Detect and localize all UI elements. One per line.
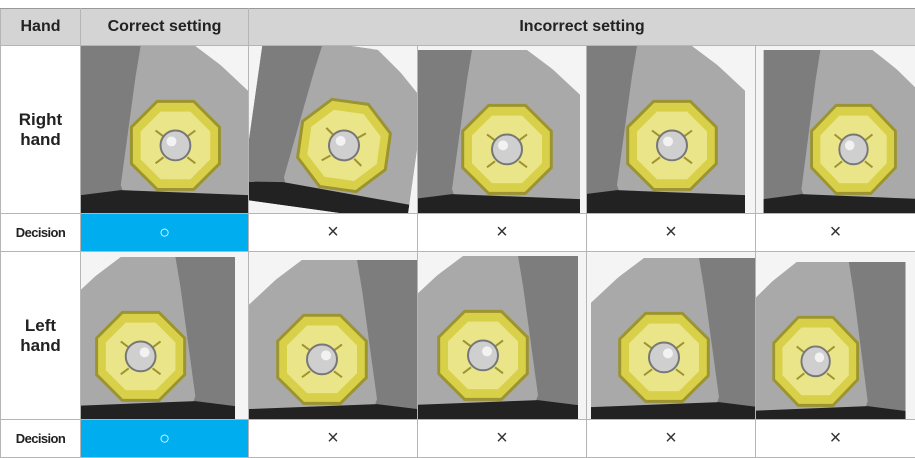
image-cell xyxy=(81,46,249,214)
image-cell xyxy=(587,252,756,420)
decision-label: Decision xyxy=(1,214,81,252)
image-cell xyxy=(756,46,915,214)
decision-row: Decision ○ × × × × xyxy=(1,214,915,252)
insert-image xyxy=(587,252,755,419)
insert-image xyxy=(587,46,755,213)
insert-image xyxy=(249,252,417,419)
insert-image xyxy=(756,252,915,419)
settings-table: Hand Correct setting Incorrect setting R… xyxy=(0,8,915,458)
image-cell xyxy=(81,252,249,420)
image-cell xyxy=(587,46,756,214)
decision-cell: × xyxy=(249,214,418,252)
insert-image xyxy=(756,46,915,213)
hand-label: Left hand xyxy=(1,252,81,420)
header-cell: Incorrect setting xyxy=(249,9,915,46)
header-cell: Hand xyxy=(1,9,81,46)
image-cell xyxy=(249,46,418,214)
image-cell xyxy=(756,252,915,420)
image-cell xyxy=(249,252,418,420)
header-cell: Correct setting xyxy=(81,9,249,46)
image-cell xyxy=(418,46,587,214)
decision-cell: × xyxy=(756,214,915,252)
insert-image xyxy=(418,46,586,213)
hand-label: Right hand xyxy=(1,46,81,214)
insert-image xyxy=(249,46,417,213)
image-row: Right hand xyxy=(1,46,915,214)
image-row: Left hand xyxy=(1,252,915,420)
decision-cell: × xyxy=(587,214,756,252)
decision-cell: ○ xyxy=(81,214,249,252)
insert-image xyxy=(81,252,248,419)
insert-image xyxy=(81,46,248,213)
insert-image xyxy=(418,252,586,419)
decision-cell: × xyxy=(418,214,587,252)
header-row: Hand Correct setting Incorrect setting xyxy=(1,9,915,46)
image-cell xyxy=(418,252,587,420)
